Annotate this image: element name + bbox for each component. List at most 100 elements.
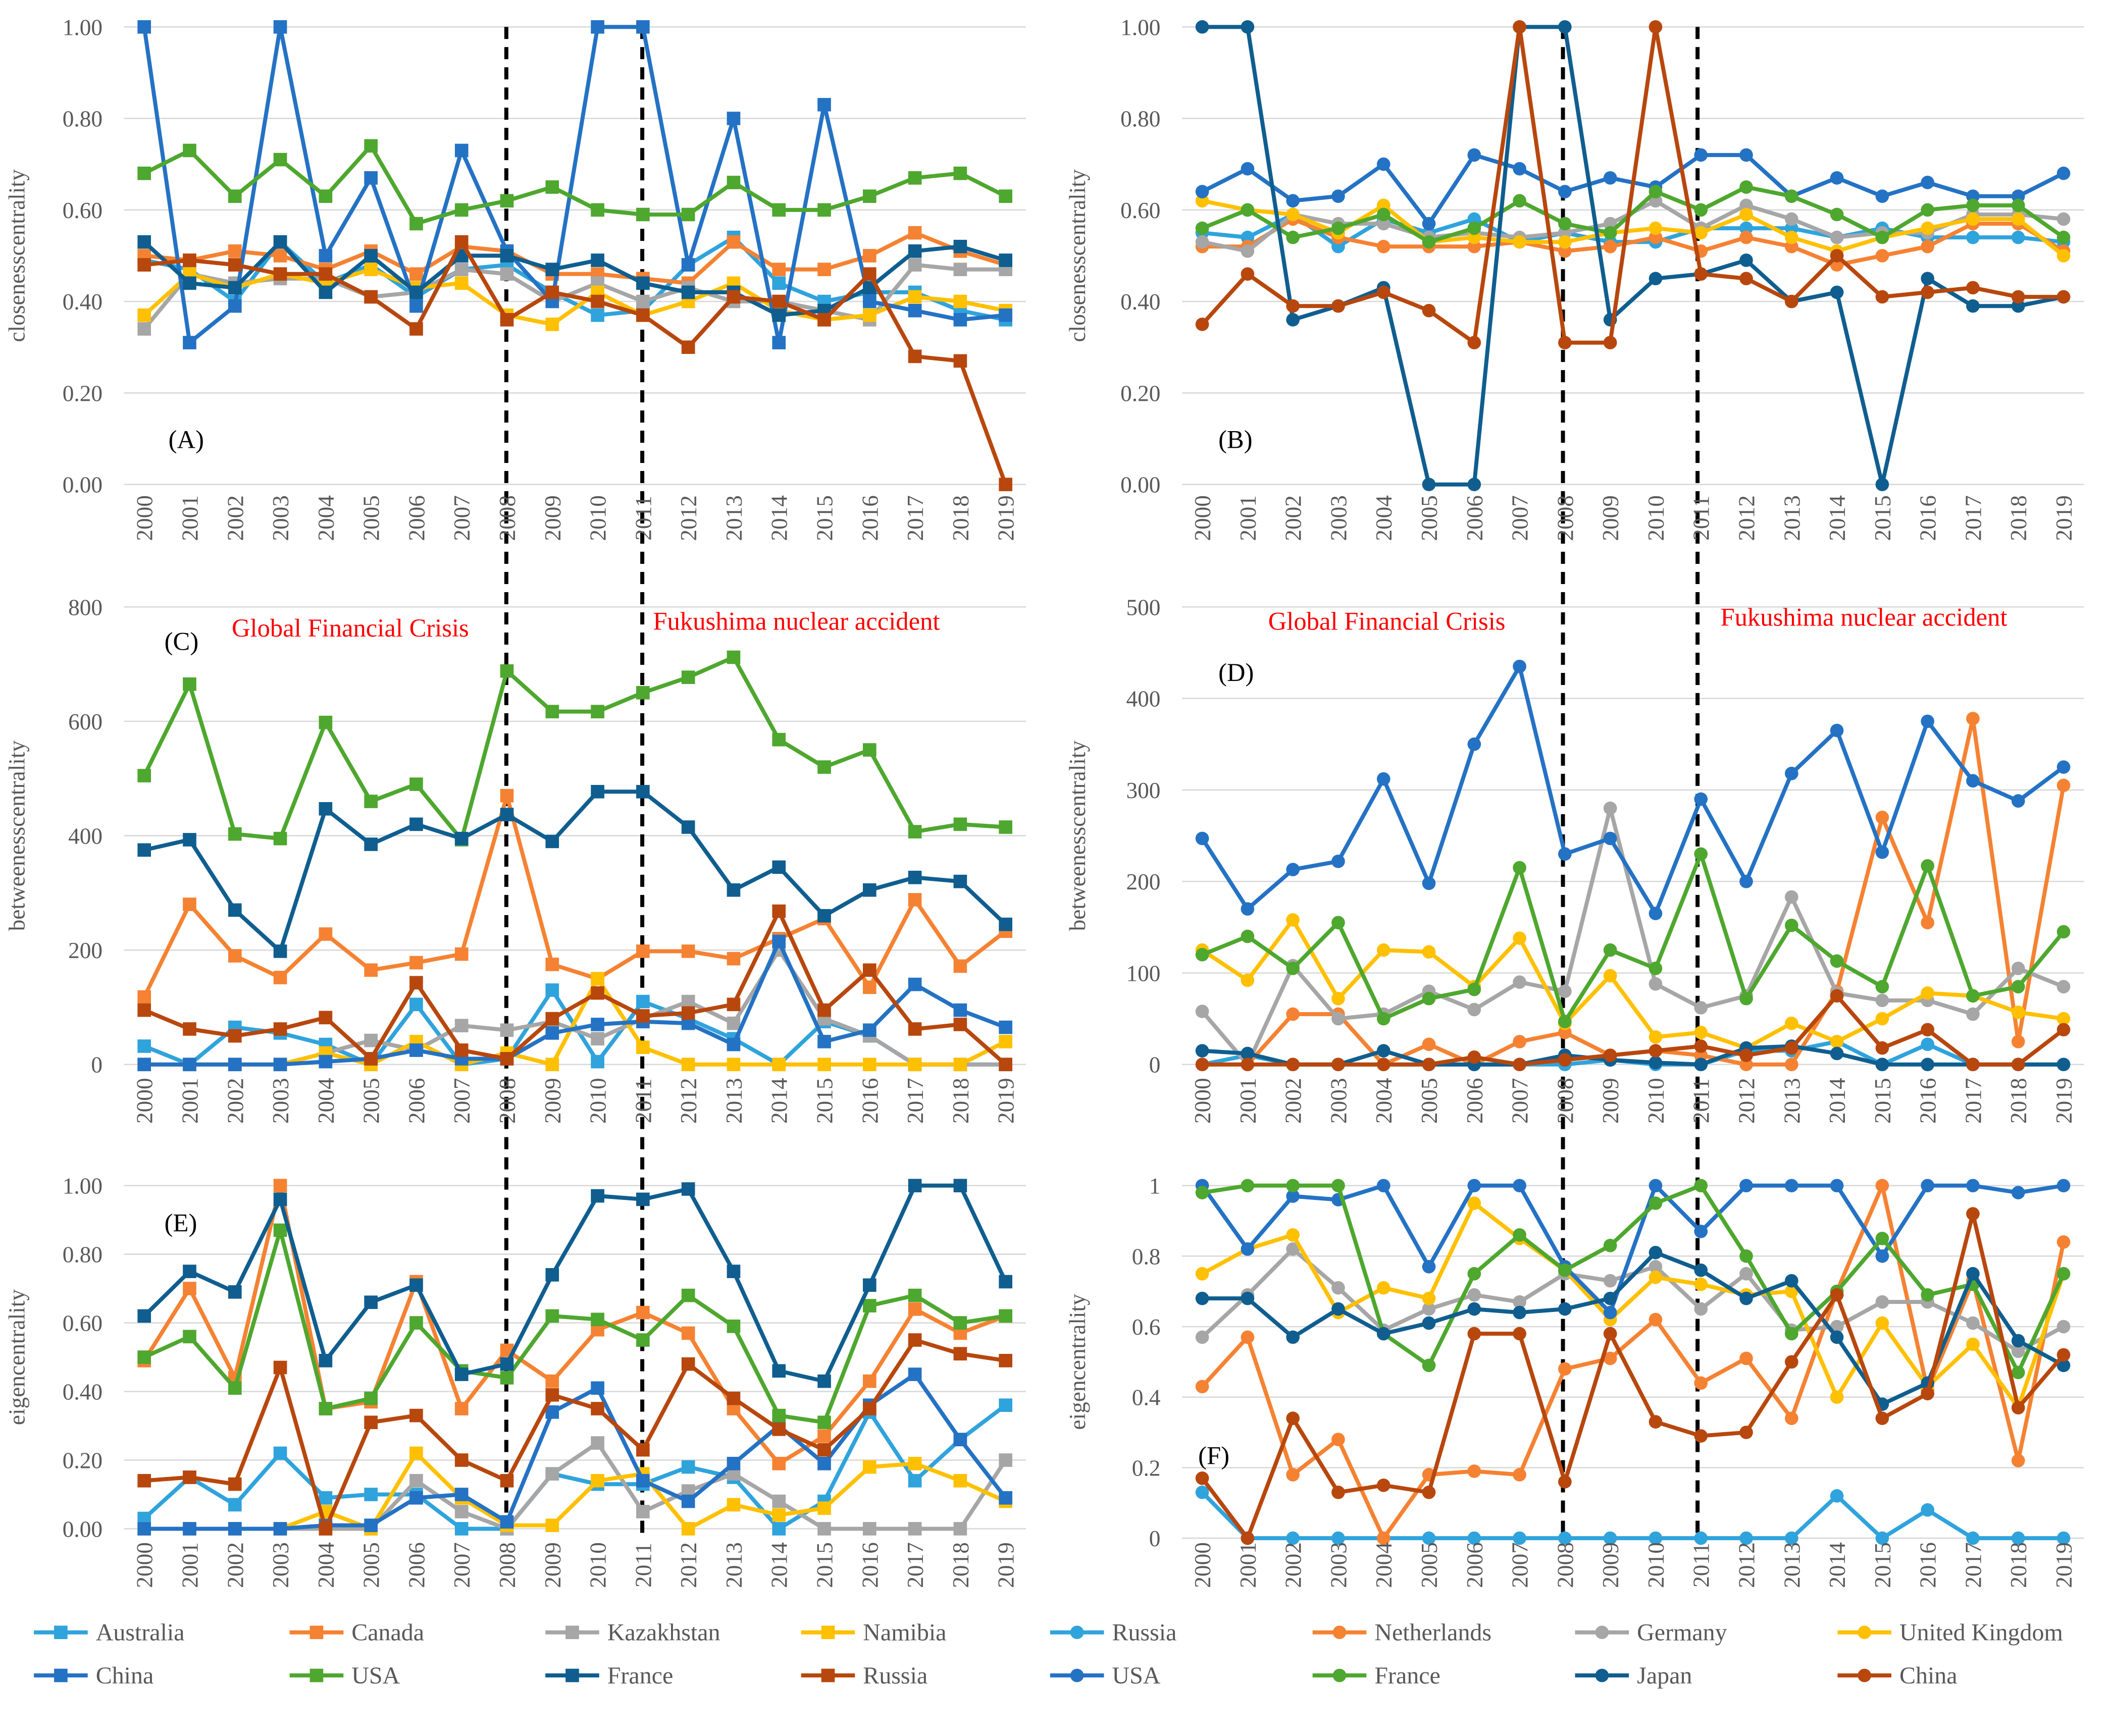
data-point [1966, 774, 1980, 788]
x-tick-label: 2015 [1870, 495, 1895, 541]
x-tick-label: 2000 [132, 495, 158, 541]
data-point [1331, 1302, 1345, 1316]
y-tick-label: 0.2 [1132, 1455, 1161, 1481]
data-point [273, 1022, 287, 1036]
data-point [1422, 1302, 1436, 1316]
data-point [999, 478, 1012, 492]
legend-item: France [1312, 1662, 1440, 1689]
series-line [1201, 852, 2066, 1024]
data-point [727, 1265, 741, 1278]
y-tick-label: 0 [1149, 1053, 1161, 1078]
legend-label: Kazakhstan [607, 1619, 720, 1646]
x-tick-label: 2011 [1689, 1543, 1714, 1588]
data-point [364, 1052, 378, 1066]
legend-marker [1332, 1668, 1347, 1682]
x-tick-label: 2006 [404, 495, 429, 541]
data-point [2011, 198, 2025, 213]
data-point [454, 1043, 469, 1057]
legend-label: Japan [1637, 1662, 1692, 1689]
data-point [2056, 760, 2071, 774]
data-point [1286, 1007, 1300, 1021]
data-point [1376, 1044, 1391, 1058]
data-point [2056, 167, 2071, 180]
data-point [1422, 945, 1436, 959]
x-tick-label: 2011 [631, 1543, 656, 1588]
data-point [999, 1309, 1012, 1323]
data-point [1966, 1207, 1980, 1221]
series-A-usa [137, 139, 1012, 231]
data-point [727, 1498, 741, 1512]
data-point [591, 253, 604, 267]
legend-item: Russia [1050, 1619, 1176, 1646]
data-point [1422, 1358, 1436, 1373]
data-point [1603, 226, 1617, 240]
data-point [1649, 1246, 1663, 1259]
data-point [545, 1388, 559, 1402]
data-point [2056, 925, 2071, 939]
data-point [908, 226, 922, 240]
data-point [1649, 221, 1663, 235]
x-tick-label: 2013 [722, 495, 747, 541]
data-point [772, 904, 786, 918]
data-point [228, 1477, 242, 1491]
data-point [183, 1522, 196, 1536]
data-point [1921, 1037, 1935, 1051]
data-point [454, 1505, 469, 1518]
data-point [999, 308, 1012, 322]
data-point [953, 1347, 967, 1361]
data-point [1694, 1277, 1708, 1291]
data-point [1241, 1179, 1255, 1192]
data-point [1467, 1302, 1481, 1316]
data-point [2011, 980, 2025, 993]
data-point [1603, 1351, 1617, 1365]
data-point [1875, 1012, 1889, 1026]
data-point [953, 1522, 967, 1536]
x-tick-label: 2010 [586, 1542, 611, 1588]
data-point [591, 1018, 604, 1031]
data-point [1376, 1179, 1391, 1192]
series-E-russia [137, 1333, 1012, 1536]
data-point [862, 883, 877, 897]
legend-item: Russia [801, 1662, 928, 1689]
series-line [1201, 806, 2065, 1067]
x-tick-label: 2001 [177, 495, 202, 541]
y-tick-label: 0.60 [1120, 198, 1160, 223]
legend-item: USA [289, 1662, 400, 1689]
data-point [1784, 766, 1798, 780]
data-point [636, 20, 650, 34]
data-point [1603, 1531, 1617, 1545]
data-point [636, 1192, 650, 1206]
series-F-china [1195, 1207, 2071, 1545]
data-point [908, 349, 922, 363]
data-point [862, 963, 877, 977]
data-point [2011, 1334, 2025, 1348]
y-tick-label: 0.80 [63, 107, 102, 132]
series-line [142, 25, 1006, 345]
data-point [1784, 1355, 1798, 1369]
data-point [772, 308, 786, 322]
data-point [681, 944, 695, 958]
data-point [1921, 916, 1935, 930]
data-point [500, 788, 514, 803]
series-line [1201, 1491, 2064, 1541]
legend-item: France [545, 1662, 673, 1689]
data-point [1784, 1411, 1798, 1425]
x-tick-label: 2010 [586, 1078, 611, 1124]
data-point [681, 1522, 695, 1536]
data-point [1376, 1012, 1391, 1026]
data-point [1331, 916, 1345, 930]
data-point [545, 1467, 559, 1481]
data-point [137, 308, 151, 322]
data-point [1966, 1179, 1980, 1192]
data-point [591, 986, 604, 1000]
data-point [1376, 1531, 1391, 1545]
x-tick-label: 2000 [132, 1542, 158, 1588]
data-point [862, 743, 877, 757]
data-point [727, 952, 741, 966]
data-point [1694, 148, 1708, 162]
y-tick-label: 0.6 [1132, 1314, 1161, 1340]
legend-label: Germany [1637, 1619, 1727, 1646]
data-point [999, 189, 1012, 203]
x-tick-label: 2005 [359, 1542, 384, 1588]
